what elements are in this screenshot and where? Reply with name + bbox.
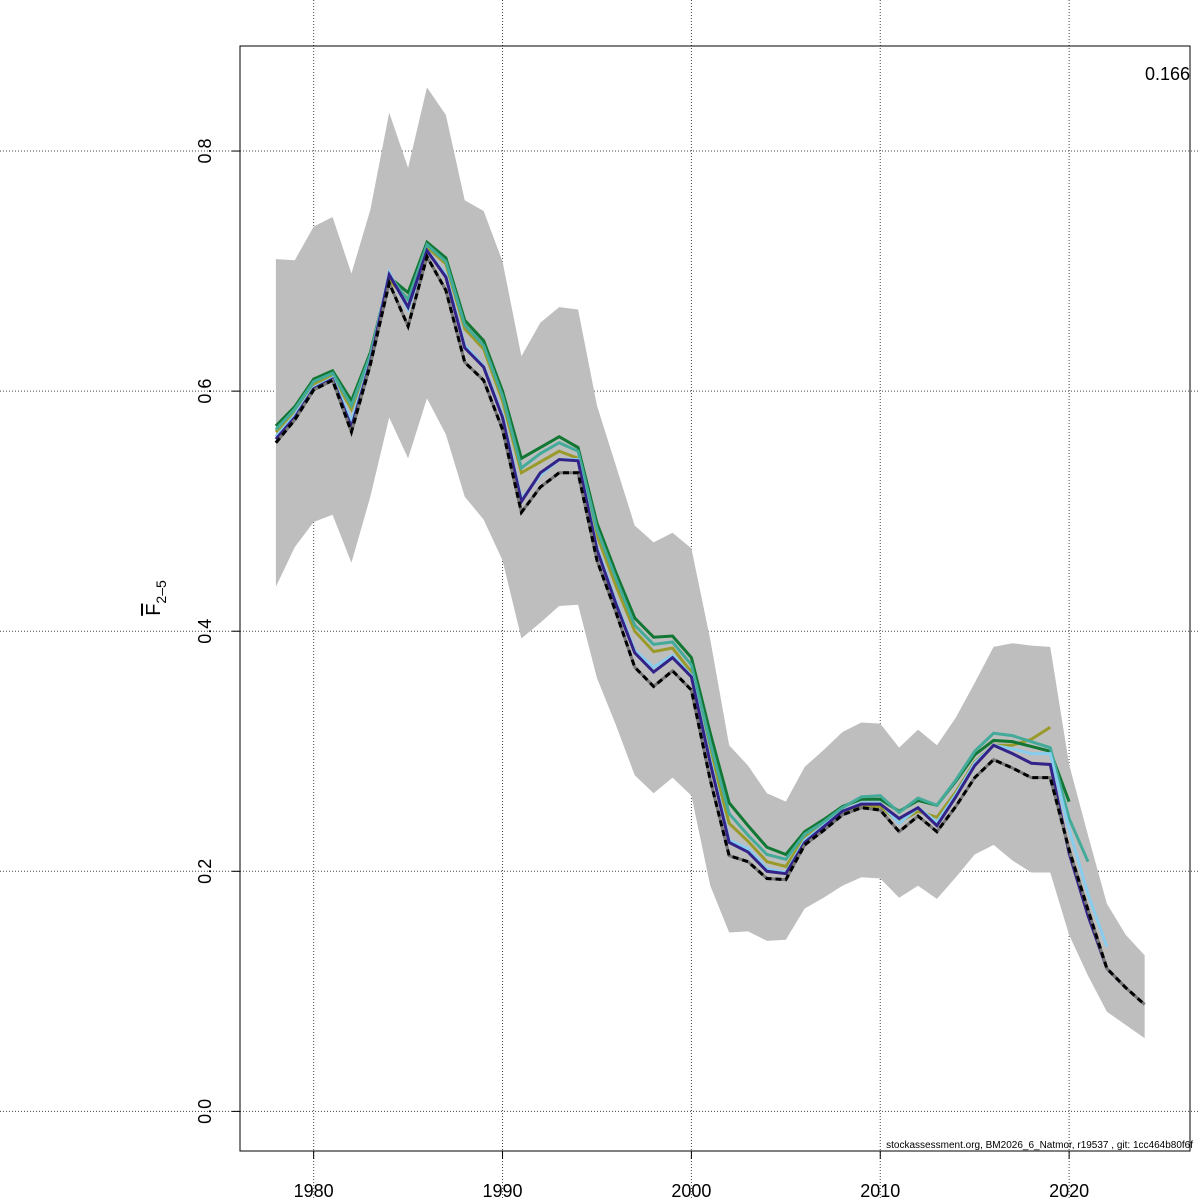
y-axis: 0.0 0.2 0.4 0.6 0.8 xyxy=(195,139,240,1124)
series-line-peel-4 xyxy=(274,247,1127,989)
series-line-peel-2 xyxy=(274,242,1090,863)
y-tick-label: 0.2 xyxy=(195,859,215,884)
plot-frame xyxy=(239,45,1191,1152)
series-lines xyxy=(274,239,1146,1006)
series-line-final xyxy=(274,252,1146,1006)
x-tick-label: 2010 xyxy=(860,1181,900,1200)
y-label-subscript: 2–5 xyxy=(153,580,169,604)
y-tick-label: 0.6 xyxy=(195,379,215,404)
x-tick-label: 2020 xyxy=(1049,1181,1089,1200)
x-tick-label: 1990 xyxy=(483,1181,523,1200)
x-tick-label: 2000 xyxy=(671,1181,711,1200)
y-label-main: F xyxy=(143,604,165,616)
svg-text:F2–5: F2–5 xyxy=(143,580,169,616)
y-tick-label: 0.8 xyxy=(195,139,215,164)
mohns-rho-annotation: 0.166 xyxy=(1145,64,1190,84)
x-tick-label: 1980 xyxy=(294,1181,334,1200)
confidence-band xyxy=(275,87,1145,1039)
y-tick-label: 0.0 xyxy=(195,1099,215,1124)
footer-text: stockassessment.org, BM2026_6_Natmor, r1… xyxy=(886,1140,1193,1151)
x-axis: 1980 1990 2000 2010 2020 xyxy=(294,1151,1089,1200)
y-tick-label: 0.4 xyxy=(195,619,215,644)
y-axis-label: F2–5 xyxy=(143,580,169,616)
